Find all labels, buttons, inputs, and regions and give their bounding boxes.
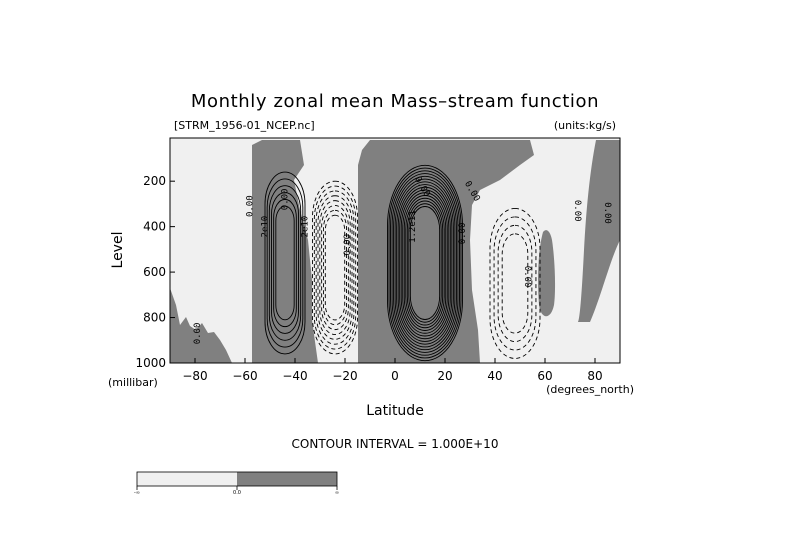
chart-subtitle-units: (units:kg/s) (554, 119, 616, 132)
northern-ferrel-cell-contour (497, 224, 533, 343)
x-tick-label: 20 (437, 369, 452, 383)
hadley-cell-contour (409, 206, 441, 320)
y-tick-label: 600 (143, 265, 166, 279)
x-tick-label: −40 (282, 369, 307, 383)
y-tick-label: 800 (143, 311, 166, 325)
northern-ferrel-cell-contour (501, 233, 529, 334)
x-tick-label: 0 (391, 369, 399, 383)
colorbar-label-min: -∞ (134, 490, 140, 496)
y-tick-label: 1000 (135, 356, 166, 370)
shade-polar-south (170, 288, 232, 363)
colorbar-label-zero: 0.0 (233, 490, 241, 496)
x-tick-label: −60 (232, 369, 257, 383)
hadley-cell-contour (400, 189, 450, 337)
y-tick-label: 400 (143, 220, 166, 234)
contour-label: 1.2e11 (408, 210, 418, 243)
southern-direct-cell-contour (266, 178, 304, 348)
southern-direct-cell-contour (273, 198, 297, 328)
x-axis-label: Latitude (366, 403, 424, 419)
x-axis-units: (degrees_north) (546, 383, 634, 396)
colorbar-label-max: ∞ (335, 490, 339, 496)
y-axis-label: Level (110, 232, 126, 269)
hadley-cell-contour (396, 181, 454, 345)
southern-direct-cell-contour (268, 185, 302, 341)
southern-ferrel-cell-contour (317, 195, 353, 340)
hadley-cell-contour (397, 184, 453, 342)
hadley-cell-contour (399, 186, 451, 340)
southern-ferrel-cell-contour (324, 214, 346, 321)
southern-ferrel-cell-contour (323, 209, 347, 326)
colorbar: -∞ 0.0 ∞ (134, 471, 339, 496)
y-axis: 200 400 600 800 1000 (135, 174, 175, 370)
contour-label: 2e10 (261, 216, 271, 238)
contour-label: 0.00 (572, 200, 582, 222)
x-tick-label: −20 (332, 369, 357, 383)
hadley-cell-contour (394, 178, 456, 348)
contour-label: 0.00 (458, 223, 468, 245)
southern-ferrel-cell-contour (315, 190, 355, 345)
hadley-cell-contour (390, 170, 460, 356)
x-axis: −80 −60 −40 −20 0 20 40 60 80 (182, 358, 603, 383)
x-tick-label: 60 (537, 369, 552, 383)
contour-label: 0.00 (246, 195, 256, 217)
northern-ferrel-cell-contour (489, 208, 541, 359)
contour-label: 0.00 (343, 234, 353, 256)
contour-lines (264, 164, 541, 362)
shade-polar-north (578, 140, 620, 322)
shade-patch-60n (538, 230, 556, 317)
hadley-cell-contour (393, 175, 457, 351)
hadley-cell-contour (406, 200, 444, 326)
hadley-cell-contour (408, 203, 442, 323)
hadley-cell-contour (388, 167, 462, 359)
hadley-cell-contour (402, 192, 448, 334)
contour-label: 0.00 (193, 323, 203, 345)
southern-ferrel-cell-contour (313, 185, 357, 350)
contour-label: 0.00 (602, 202, 612, 224)
southern-direct-cell-contour (264, 171, 306, 355)
colorbar-negative (137, 472, 237, 486)
x-tick-label: 80 (587, 369, 602, 383)
y-axis-units: (millibar) (108, 376, 158, 389)
x-tick-label: −80 (182, 369, 207, 383)
contour-label: 0.00 (522, 266, 532, 288)
chart-title: Monthly zonal mean Mass–stream function (191, 91, 599, 112)
contour-label: 0.00 (281, 189, 291, 211)
plot-area: 0.00 2e10 0.00 0.00 2e10 0.00 0.00 1.2e11 0.00 0.… (169, 137, 621, 364)
contour-label: 2e10 (301, 216, 311, 238)
southern-direct-cell-contour (275, 205, 295, 321)
contour-interval-note: CONTOUR INTERVAL = 1.000E+10 (292, 437, 499, 451)
northern-ferrel-cell-contour (493, 216, 537, 351)
hadley-cell-contour (391, 173, 459, 353)
southern-ferrel-cell-contour (312, 180, 358, 355)
colorbar-positive (237, 472, 337, 486)
southern-ferrel-cell-contour (319, 200, 351, 335)
hadley-cell-contour (387, 164, 463, 362)
hadley-cell-contour (405, 197, 445, 329)
southern-ferrel-cell-contour (321, 205, 349, 331)
shaded-regions (170, 140, 620, 363)
chart-subtitle-file: [STRM_1956-01_NCEP.nc] (174, 119, 315, 132)
hadley-cell-contour (403, 195, 447, 331)
x-tick-label: 40 (487, 369, 502, 383)
southern-direct-cell-contour (271, 192, 299, 334)
y-tick-label: 200 (143, 174, 166, 188)
